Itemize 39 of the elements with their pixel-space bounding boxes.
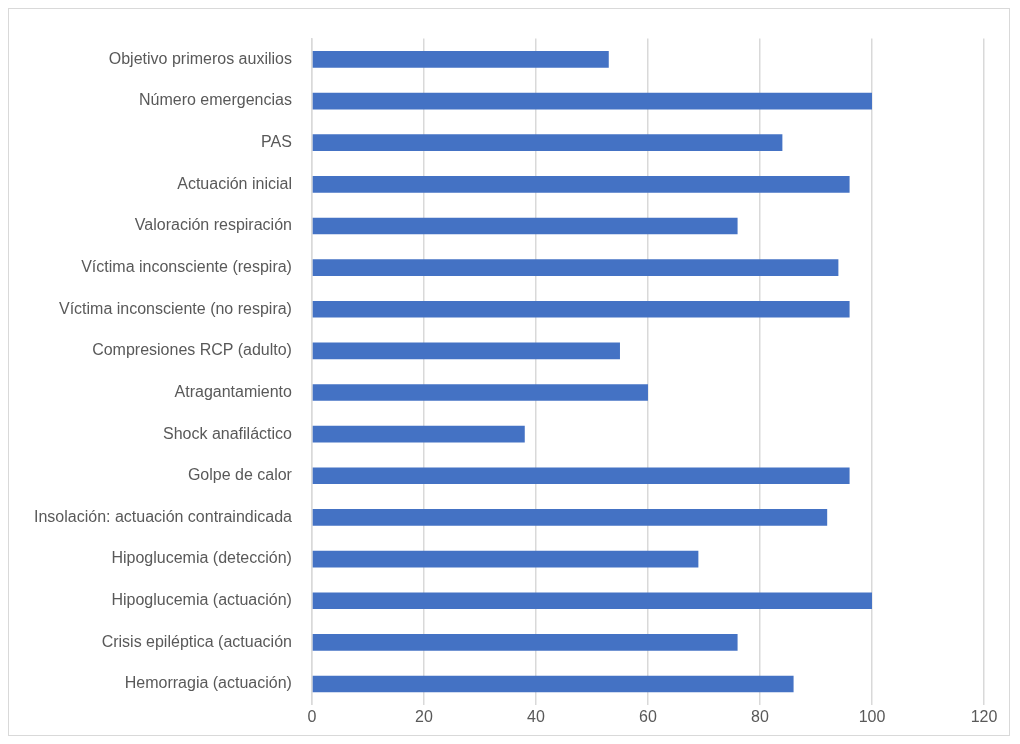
y-tick-label: Valoración respiración [134, 216, 292, 234]
bar [312, 51, 609, 68]
bar [312, 176, 850, 193]
bar [312, 425, 525, 443]
bar [312, 92, 872, 110]
bar [312, 634, 738, 651]
bar [312, 467, 850, 485]
x-tick-label: 120 [970, 707, 998, 725]
bar [312, 550, 699, 568]
y-tick-label: Víctima inconsciente (respira) [81, 258, 292, 276]
x-tick-label: 100 [858, 707, 886, 725]
y-tick-label: Objetivo primeros auxilios [108, 49, 292, 67]
y-tick-label: Insolación: actuación contraindicada [33, 507, 293, 525]
y-tick-label: Hipoglucemia (detección) [111, 549, 292, 567]
x-tick-label: 40 [527, 707, 545, 725]
y-tick-label: Actuación inicial [177, 174, 292, 192]
y-tick-label: Shock anafiláctico [162, 424, 293, 442]
y-tick-label: Crisis epiléptica (actuación [101, 632, 292, 650]
bar [312, 134, 783, 152]
x-tick-label: 60 [639, 707, 657, 725]
bar [312, 592, 872, 610]
y-tick-label: Golpe de calor [187, 466, 293, 484]
bar [312, 259, 839, 276]
y-tick-label: Atragantamiento [174, 382, 293, 400]
y-tick-label: Víctima inconsciente (no respira) [58, 299, 292, 317]
y-tick-label: Número emergencias [138, 91, 292, 109]
x-tick-label: 20 [415, 707, 433, 725]
x-tick-label: 80 [751, 707, 769, 725]
bar [312, 384, 648, 401]
x-tick-label: 0 [307, 707, 317, 725]
y-tick-label: Compresiones RCP (adulto) [92, 341, 292, 359]
bar [312, 342, 620, 360]
bar [312, 509, 828, 526]
bar [312, 300, 850, 318]
y-tick-label: Hemorragia (actuación) [124, 674, 292, 692]
bar [312, 217, 738, 235]
y-tick-label: PAS [261, 133, 292, 151]
bar [312, 675, 794, 693]
y-tick-label: Hipoglucemia (actuación) [111, 591, 292, 609]
